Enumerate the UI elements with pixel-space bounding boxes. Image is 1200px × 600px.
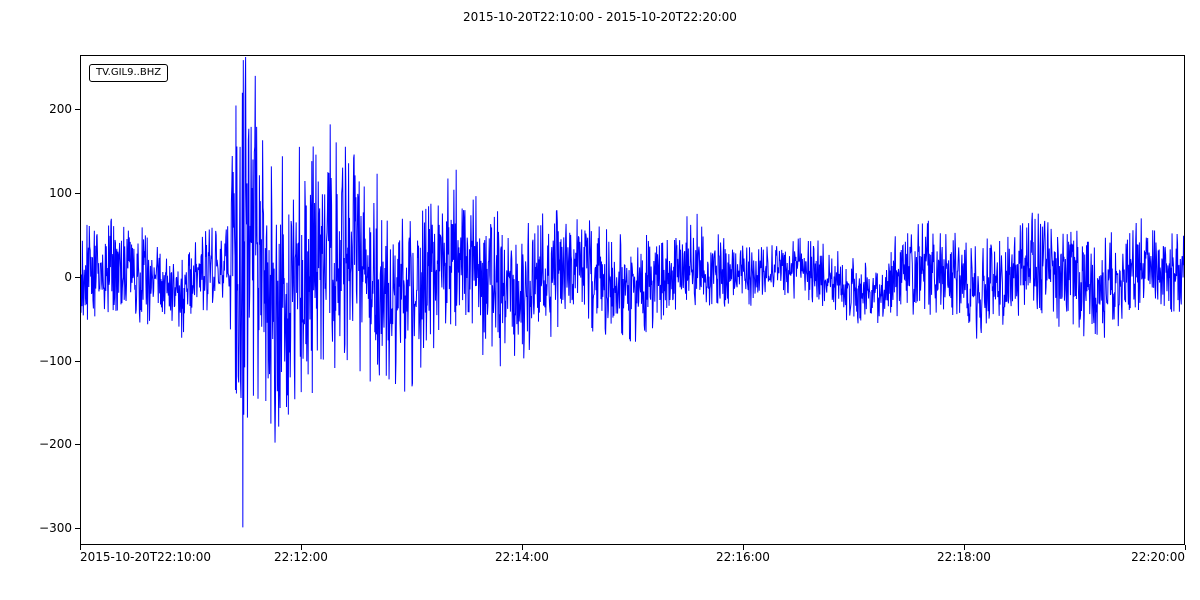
y-tick-label: −300	[12, 521, 72, 535]
x-tick-label: 22:14:00	[495, 550, 549, 564]
y-tick-mark	[75, 109, 80, 110]
waveform-line	[81, 56, 1184, 544]
x-tick-mark	[301, 545, 302, 550]
x-tick-label: 22:16:00	[716, 550, 770, 564]
y-tick-label: −100	[12, 354, 72, 368]
y-tick-mark	[75, 361, 80, 362]
y-tick-mark	[75, 444, 80, 445]
y-tick-label: −200	[12, 437, 72, 451]
x-tick-label: 2015-10-20T22:10:00	[80, 550, 211, 564]
seismogram-plot: TV.GIL9..BHZ	[80, 55, 1185, 545]
x-tick-mark	[743, 545, 744, 550]
y-tick-mark	[75, 277, 80, 278]
x-tick-mark	[522, 545, 523, 550]
y-tick-label: 100	[12, 186, 72, 200]
x-tick-label: 22:12:00	[274, 550, 328, 564]
y-tick-label: 0	[12, 270, 72, 284]
x-tick-mark	[80, 545, 81, 550]
y-tick-mark	[75, 528, 80, 529]
y-tick-mark	[75, 193, 80, 194]
y-tick-label: 200	[12, 102, 72, 116]
x-tick-label: 22:20:00	[1131, 550, 1185, 564]
chart-title: 2015-10-20T22:10:00 - 2015-10-20T22:20:0…	[0, 10, 1200, 24]
x-tick-mark	[964, 545, 965, 550]
x-tick-label: 22:18:00	[937, 550, 991, 564]
x-tick-mark	[1185, 545, 1186, 550]
